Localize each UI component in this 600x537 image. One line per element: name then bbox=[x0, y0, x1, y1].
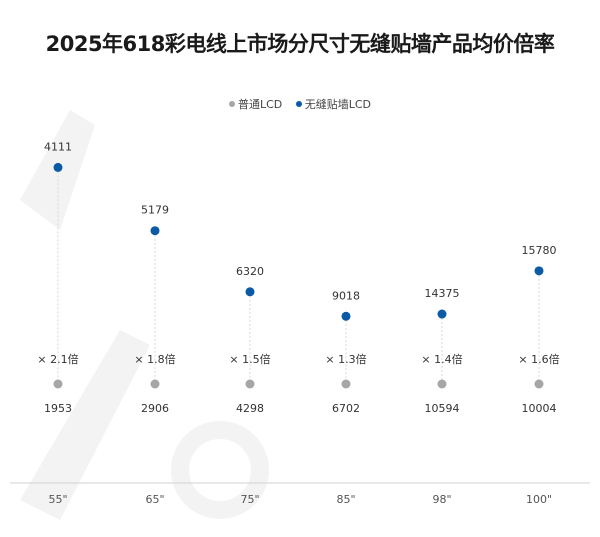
legend-label: 无缝贴墙LCD bbox=[304, 98, 372, 111]
watermark-shape bbox=[171, 421, 269, 519]
data-label-normal: 10594 bbox=[425, 402, 460, 415]
multiplier-label: × 1.5倍 bbox=[229, 352, 270, 366]
data-label-normal: 4298 bbox=[236, 402, 264, 415]
data-label-normal: 1953 bbox=[44, 402, 72, 415]
chart-title: 2025年618彩电线上市场分尺寸无缝贴墙产品均价倍率 bbox=[45, 32, 555, 56]
x-tick-label: 100" bbox=[526, 493, 552, 506]
point-seamless-lcd bbox=[245, 287, 255, 297]
data-label-seamless: 14375 bbox=[425, 287, 460, 300]
x-tick-label: 65" bbox=[145, 493, 164, 506]
legend-item-normal: 普通LCD bbox=[228, 96, 283, 112]
point-normal-lcd bbox=[437, 379, 447, 389]
point-normal-lcd bbox=[53, 379, 63, 389]
x-tick-label: 75" bbox=[240, 493, 259, 506]
multiplier-label: × 1.4倍 bbox=[421, 352, 462, 366]
point-seamless-lcd bbox=[150, 226, 160, 236]
point-seamless-lcd bbox=[341, 311, 351, 321]
multiplier-label: × 1.6倍 bbox=[518, 352, 559, 366]
point-normal-lcd bbox=[341, 379, 351, 389]
legend: 普通LCD 无缝贴墙LCD bbox=[0, 96, 600, 112]
point-normal-lcd bbox=[245, 379, 255, 389]
x-tick-label: 85" bbox=[336, 493, 355, 506]
x-tick-label: 98" bbox=[432, 493, 451, 506]
data-label-normal: 6702 bbox=[332, 402, 360, 415]
point-normal-lcd bbox=[534, 379, 544, 389]
point-normal-lcd bbox=[150, 379, 160, 389]
data-label-seamless: 4111 bbox=[44, 140, 72, 153]
legend-dot-icon bbox=[295, 101, 302, 107]
x-tick-label: 55" bbox=[48, 493, 67, 506]
legend-label: 普通LCD bbox=[237, 98, 283, 111]
point-seamless-lcd bbox=[437, 309, 447, 319]
point-seamless-lcd bbox=[53, 162, 63, 172]
multiplier-label: × 1.3倍 bbox=[325, 352, 366, 366]
legend-dot-icon bbox=[228, 101, 235, 107]
point-seamless-lcd bbox=[534, 266, 544, 276]
data-label-normal: 2906 bbox=[141, 402, 169, 415]
multiplier-label: × 2.1倍 bbox=[37, 352, 78, 366]
legend-item-seamless: 无缝贴墙LCD bbox=[295, 96, 372, 112]
data-label-seamless: 6320 bbox=[236, 265, 264, 278]
data-label-seamless: 9018 bbox=[332, 289, 360, 302]
data-label-normal: 10004 bbox=[522, 402, 557, 415]
multiplier-label: × 1.8倍 bbox=[134, 352, 175, 366]
data-label-seamless: 15780 bbox=[522, 244, 557, 257]
data-label-seamless: 5179 bbox=[141, 204, 169, 217]
watermark-shape bbox=[20, 330, 150, 520]
